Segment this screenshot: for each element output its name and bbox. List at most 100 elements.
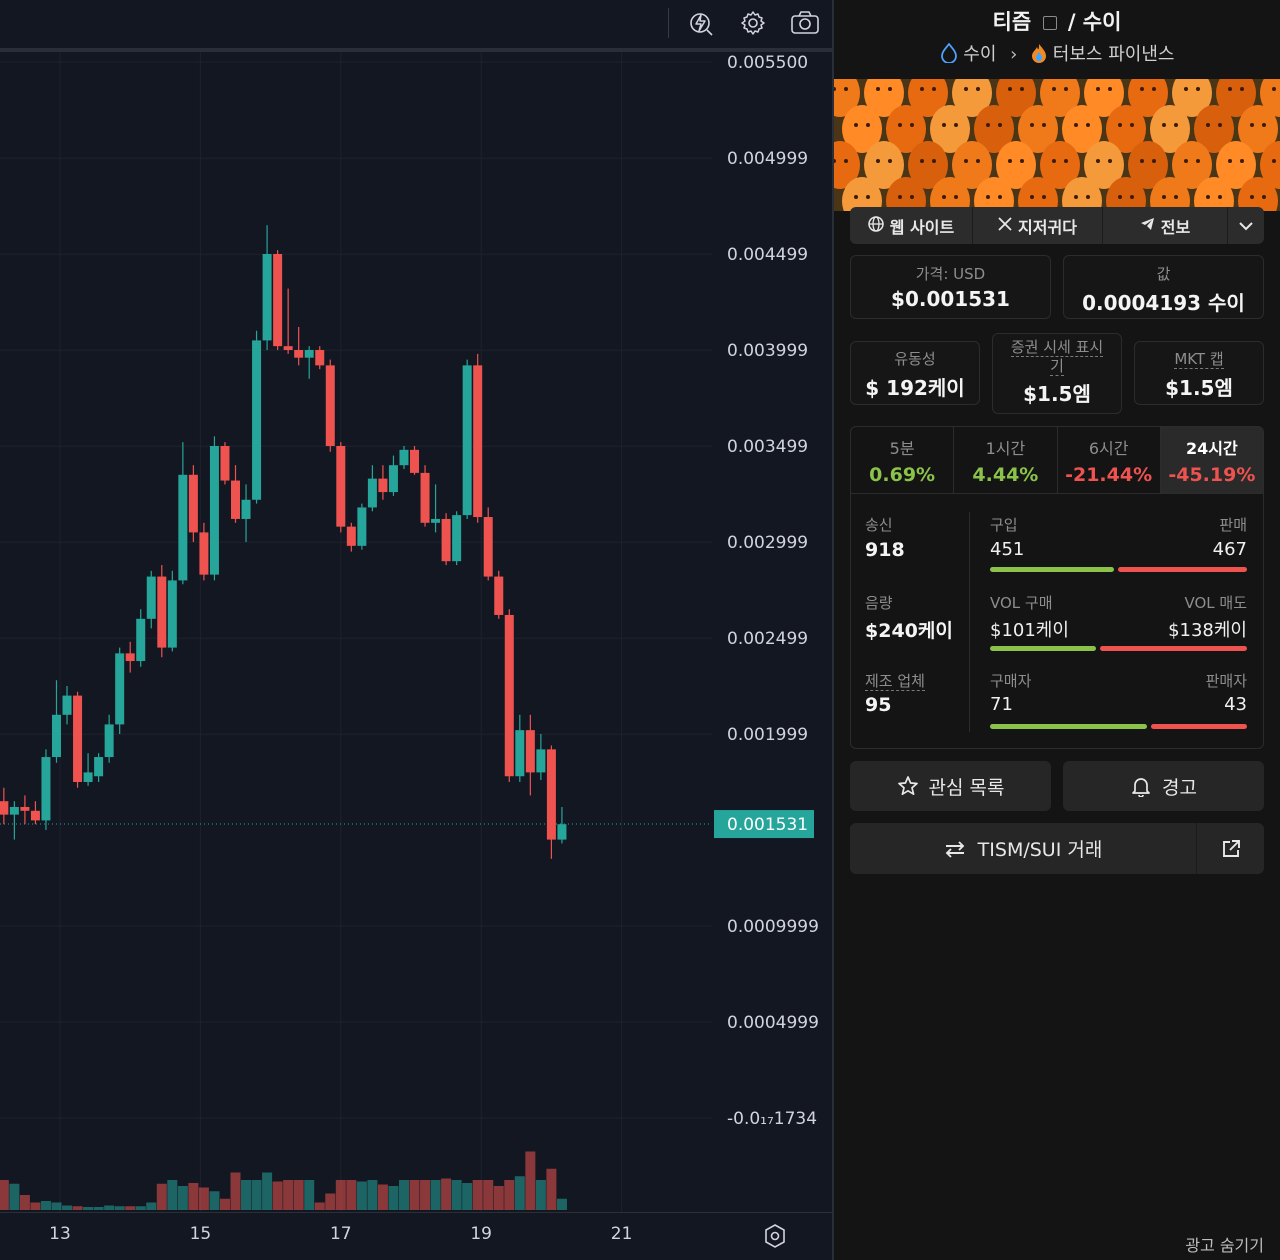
chart-pane: 0.005500 0.004999 0.004499 0.003999 0.003499… <box>0 0 833 1260</box>
price-native-value: 0.0004193 수이 <box>1082 291 1245 315</box>
chart-settings-icon[interactable] <box>762 1223 788 1249</box>
volume-bar <box>388 1186 399 1210</box>
buy-volume-ratio-bar <box>990 646 1096 651</box>
price-chart[interactable]: 0.005500 0.004999 0.004499 0.003999 0.003499… <box>0 52 833 1212</box>
market-cap-label[interactable]: MKT 캡 <box>1174 350 1224 369</box>
bell-icon <box>1130 775 1152 797</box>
volume-bar <box>314 1202 325 1210</box>
breadcrumb-dex[interactable]: 터보스 파이낸스 <box>1052 44 1175 65</box>
timeframe-tab[interactable]: 5분 0.69% <box>851 427 955 493</box>
x-axis-tick-label: 15 <box>189 1224 212 1244</box>
candle-body <box>315 350 325 366</box>
liquidity-card: 유동성 $ 192케이 <box>850 341 980 405</box>
volume-bar <box>230 1172 241 1210</box>
candle-body <box>9 806 19 815</box>
volume-bar <box>304 1180 315 1210</box>
candle-body <box>452 515 462 562</box>
candle-body <box>262 254 272 341</box>
chart-toolbar <box>0 0 833 48</box>
volume-bar <box>272 1181 283 1210</box>
timeframe-tab[interactable]: 6시간 -21.44% <box>1058 427 1161 493</box>
y-axis-tick-label: 0.002499 <box>727 629 808 649</box>
time-axis: 13 15 17 19 21 <box>0 1212 833 1260</box>
fdv-card: 증권 시세 표시 기 $1.5엠 <box>992 333 1122 414</box>
settings-gear-icon[interactable] <box>736 6 770 40</box>
txns-value: 918 <box>865 539 905 561</box>
pane-divider[interactable] <box>832 0 834 1260</box>
sellers-ratio-bar <box>1151 724 1247 729</box>
volume-bar <box>62 1205 73 1210</box>
telegram-link[interactable]: 전보 <box>1103 207 1228 244</box>
volume-bar <box>40 1201 51 1210</box>
volume-bar <box>146 1202 157 1210</box>
volume-bar <box>293 1180 304 1210</box>
token-breadcrumb: 수이 › 터보스 파이낸스 <box>834 40 1280 68</box>
y-axis-tick-label: 0.0004999 <box>727 1013 819 1033</box>
y-axis-tick-label: 0.004499 <box>727 245 808 265</box>
alerts-button[interactable]: 경고 <box>1063 761 1264 811</box>
toolbar-divider <box>0 48 833 52</box>
hide-ad-link[interactable]: 광고 숨기기 <box>1185 1236 1264 1255</box>
timeframe-tab[interactable]: 24시간 -45.19% <box>1160 427 1263 493</box>
candle-body <box>483 517 493 577</box>
watchlist-button[interactable]: 관심 목록 <box>850 761 1051 811</box>
candle-body <box>115 653 125 725</box>
timeframe-label: 1시간 <box>985 439 1026 458</box>
trade-button[interactable]: TISM/SUI 거래 <box>850 823 1264 874</box>
candle-body <box>294 350 304 358</box>
volume-bar <box>325 1193 336 1210</box>
volume-bar <box>156 1183 167 1210</box>
candle-body <box>399 449 409 466</box>
txns-label: 송신 <box>865 516 893 534</box>
market-cap-value: $1.5엠 <box>1165 376 1233 400</box>
sells-ratio-bar <box>1118 567 1247 572</box>
volume-bar <box>93 1207 104 1210</box>
candle-body <box>515 730 525 777</box>
candle-body <box>104 724 114 758</box>
volume-bar <box>430 1180 441 1210</box>
copy-icon[interactable] <box>1042 16 1057 30</box>
volume-bar <box>504 1180 515 1210</box>
breadcrumb-chain[interactable]: 수이 <box>963 44 997 65</box>
volume-bar <box>546 1168 557 1210</box>
buyers-value: 71 <box>990 694 1013 715</box>
sells-value: 467 <box>1212 539 1247 560</box>
watchlist-label: 관심 목록 <box>928 776 1005 799</box>
liquidity-label: 유동성 <box>894 350 936 368</box>
timeframe-change: 4.44% <box>972 464 1039 486</box>
candle-body <box>30 810 40 821</box>
candle-body <box>51 714 61 758</box>
last-price-label: 0.001531 <box>727 815 808 835</box>
candle-body <box>525 730 535 773</box>
candle-body <box>273 254 283 347</box>
fdv-label-wrap: 기 <box>1050 357 1064 376</box>
candle-body <box>199 532 209 575</box>
sellers-label: 판매자 <box>1205 672 1247 690</box>
candle-body <box>209 446 219 575</box>
camera-icon[interactable] <box>788 6 822 40</box>
y-axis-tick-label: 0.005500 <box>727 53 808 73</box>
sui-drop-icon <box>940 42 958 68</box>
volume-bar <box>409 1180 420 1210</box>
external-link-icon[interactable] <box>1196 823 1264 874</box>
website-link[interactable]: 웹 사이트 <box>850 207 973 244</box>
volume-bar <box>525 1151 536 1210</box>
candle-body <box>62 695 72 715</box>
buys-label: 구입 <box>990 516 1018 534</box>
buys-ratio-bar <box>990 567 1114 572</box>
fdv-label[interactable]: 증권 시세 표시 <box>1010 338 1104 357</box>
candle-body <box>378 478 388 493</box>
makers-label[interactable]: 제조 업체 <box>865 672 925 691</box>
sells-label: 판매 <box>1219 516 1247 534</box>
chevron-down-icon[interactable] <box>1228 207 1264 244</box>
volume-bar <box>420 1180 431 1210</box>
sell-volume-value: $138케이 <box>1168 620 1247 641</box>
twitter-link[interactable]: 지저귀다 <box>973 207 1103 244</box>
indicator-flash-icon[interactable] <box>684 6 718 40</box>
trade-stats: 송신 918 구입 판매 451 467 음량 $240케이 VOL 구매 VO… <box>850 494 1264 749</box>
timeframe-tab[interactable]: 1시간 4.44% <box>954 427 1058 493</box>
volume-bar <box>367 1180 378 1210</box>
last-price-tag <box>714 810 814 839</box>
links-bar: 웹 사이트 지저귀다 전보 <box>850 207 1264 244</box>
title-separator: / <box>1067 10 1076 34</box>
